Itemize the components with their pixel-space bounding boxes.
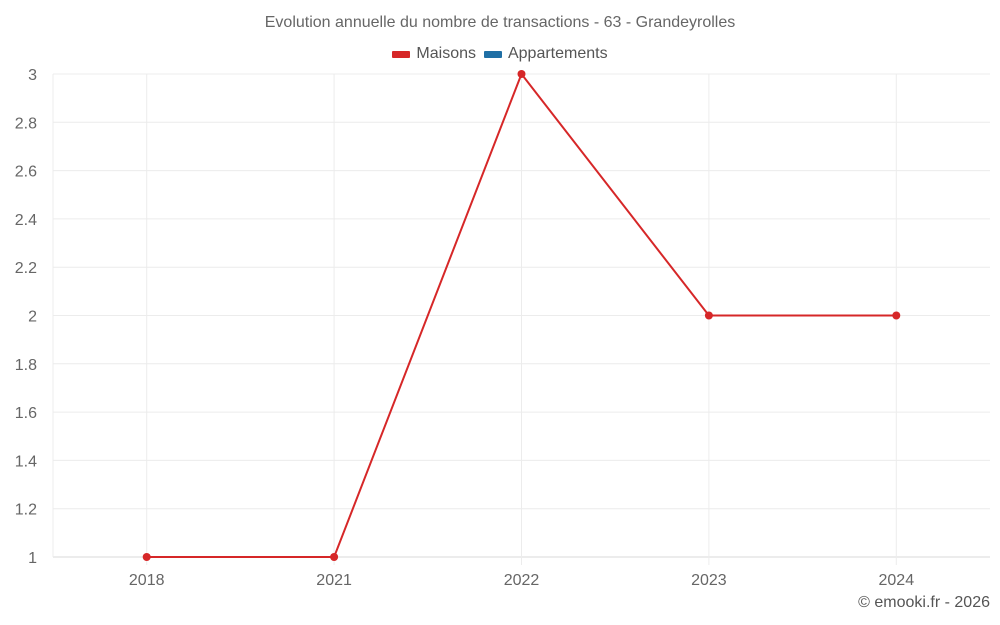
legend-item-maisons[interactable]: Maisons xyxy=(392,45,476,63)
y-tick-label: 1.8 xyxy=(15,357,37,374)
y-tick-label: 1.4 xyxy=(15,453,37,470)
x-tick-label: 2018 xyxy=(129,572,165,589)
y-tick-label: 3 xyxy=(28,67,37,84)
y-tick-label: 2.8 xyxy=(15,115,37,132)
chart-title: Evolution annuelle du nombre de transact… xyxy=(264,14,736,31)
legend-swatch-maisons xyxy=(392,50,411,58)
y-tick-label: 1 xyxy=(28,550,37,567)
y-tick-label: 1.6 xyxy=(15,405,37,422)
legend-swatch-appartements xyxy=(483,50,502,58)
y-tick-label: 2.4 xyxy=(15,212,37,229)
legend-item-appartements[interactable]: Appartements xyxy=(483,45,608,63)
y-tick-label: 1.2 xyxy=(15,502,37,519)
data-point xyxy=(517,70,526,78)
x-tick-label: 2024 xyxy=(879,572,915,589)
x-tick-label: 2023 xyxy=(691,572,727,589)
y-tick-label: 2.6 xyxy=(15,164,37,181)
x-tick-label: 2021 xyxy=(316,572,352,589)
legend: Maisons Appartements xyxy=(0,45,1000,63)
legend-label-appartements: Appartements xyxy=(507,45,608,62)
credit-text: © emooki.fr - 2026 xyxy=(858,594,990,611)
data-point xyxy=(142,553,151,561)
legend-label-maisons: Maisons xyxy=(416,45,476,62)
y-tick-label: 2 xyxy=(28,309,37,326)
y-tick-label: 2.2 xyxy=(15,260,37,277)
data-point xyxy=(704,311,713,320)
x-tick-label: 2022 xyxy=(504,572,540,589)
data-point xyxy=(892,311,901,320)
data-point xyxy=(330,553,339,561)
